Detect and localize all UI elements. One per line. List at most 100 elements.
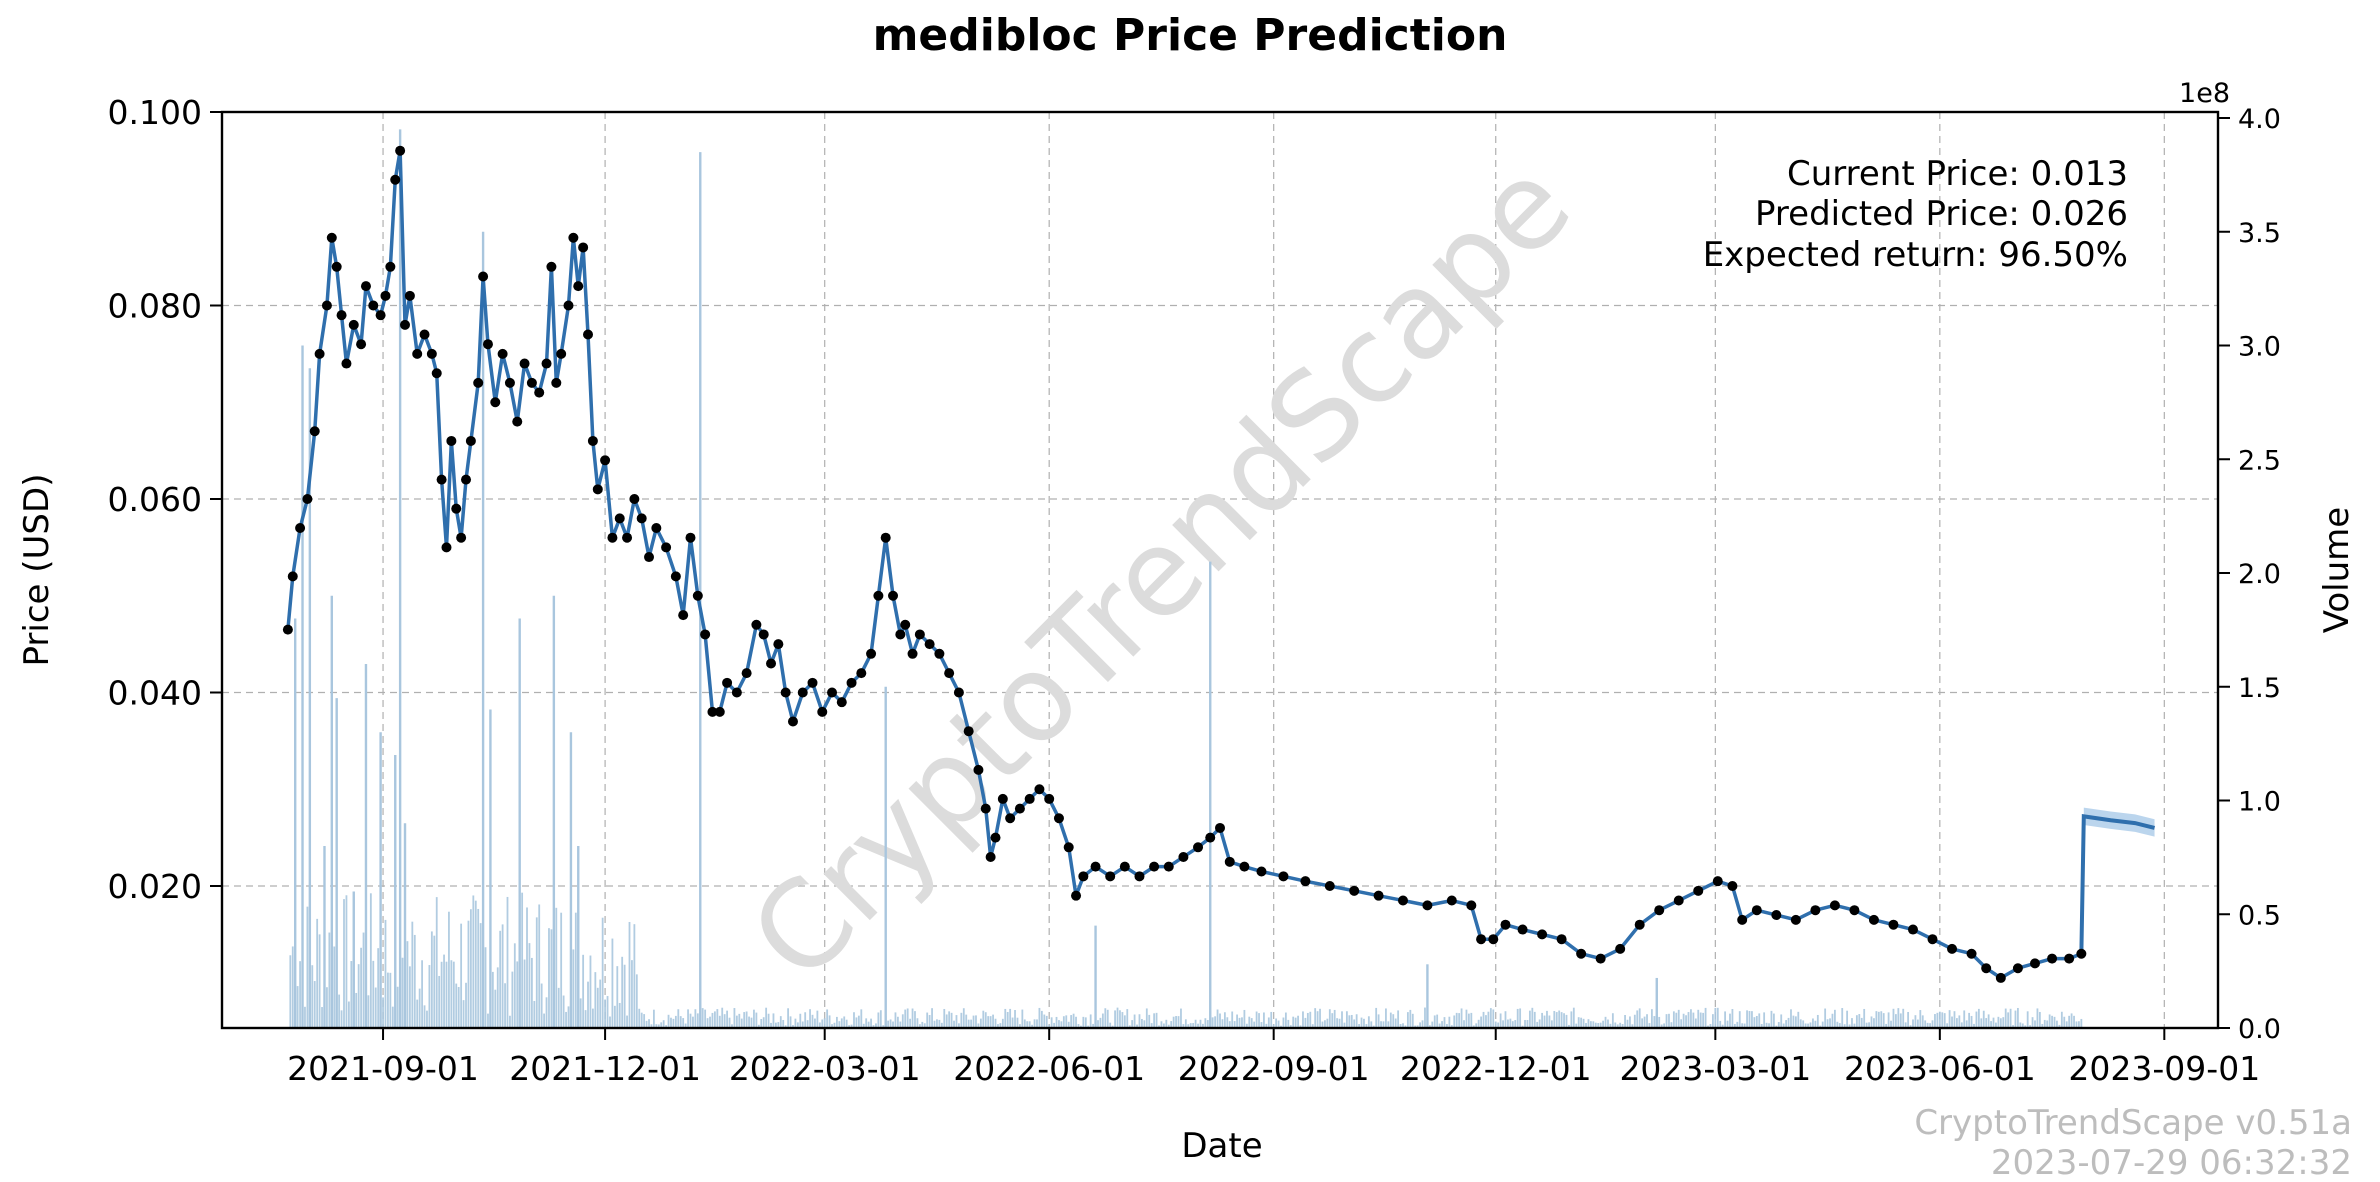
y-tick-label: 0.020 xyxy=(108,867,202,906)
volume-bar xyxy=(408,966,411,1028)
volume-bar xyxy=(879,1010,882,1028)
prediction-line xyxy=(2079,814,2156,954)
y2-tick-label: 0.0 xyxy=(2238,1014,2281,1045)
volume-bar xyxy=(775,1022,777,1028)
volume-bar xyxy=(1924,1020,1927,1028)
volume-bar xyxy=(1611,1013,1614,1028)
volume-bar xyxy=(840,1018,843,1028)
volume-bar xyxy=(1348,1015,1351,1028)
volume-bar xyxy=(689,1013,692,1028)
volume-bar xyxy=(1294,1017,1297,1028)
volume-bar xyxy=(655,1024,658,1028)
volume-bar xyxy=(599,979,602,1028)
volume-bar xyxy=(455,983,458,1028)
volume-bar xyxy=(801,1021,804,1028)
volume-bar xyxy=(1123,1015,1126,1028)
volume-bar xyxy=(970,1019,973,1028)
price-marker xyxy=(973,764,984,775)
price-marker xyxy=(1654,905,1665,916)
volume-spike xyxy=(308,368,312,1028)
x-axis: 2021-09-01 2021-12-01 2022-03-01 2022-06-01… xyxy=(287,1028,2260,1088)
volume-bar xyxy=(1304,1017,1307,1028)
volume-bar xyxy=(933,1020,936,1028)
volume-bar xyxy=(2036,1008,2039,1028)
volume-bar xyxy=(1038,1007,1041,1028)
volume-bar xyxy=(296,986,299,1028)
volume-bar xyxy=(1997,1016,2000,1028)
volume-spike xyxy=(352,891,355,1028)
volume-bar xyxy=(1194,1019,1197,1028)
y2-tick-label: 3.5 xyxy=(2238,218,2281,249)
volume-bar xyxy=(1948,1010,1951,1028)
price-marker xyxy=(446,435,457,446)
x-tick-label: 2023-09-01 xyxy=(2068,1049,2260,1088)
volume-bar xyxy=(1829,1018,1831,1028)
volume-bar xyxy=(1153,1013,1156,1028)
volume-bar xyxy=(311,965,314,1028)
volume-bar xyxy=(1802,1020,1805,1028)
volume-bar xyxy=(623,964,626,1028)
volume-bar xyxy=(1507,1019,1509,1028)
volume-bar xyxy=(1487,1011,1490,1028)
volume-bar xyxy=(765,1007,768,1028)
volume-bar xyxy=(1870,1016,1873,1028)
volume-bar xyxy=(2026,1011,2029,1028)
volume-bar xyxy=(1177,1016,1180,1028)
y-axis-left: 0.100 0.080 0.060 0.040 0.020 xyxy=(108,93,222,906)
volume-bar xyxy=(1792,1015,1795,1028)
volume-bar xyxy=(1770,1010,1773,1028)
volume-bar xyxy=(550,929,553,1028)
volume-bar xyxy=(662,1020,665,1028)
price-marker xyxy=(780,687,791,698)
price-marker xyxy=(1476,934,1487,945)
volume-bar xyxy=(967,1019,970,1028)
price-marker xyxy=(614,513,625,524)
volume-bar xyxy=(1016,1017,1019,1028)
price-marker xyxy=(944,668,955,679)
price-series xyxy=(282,145,2087,983)
volume-bar xyxy=(638,1008,641,1028)
price-marker xyxy=(1771,910,1782,921)
volume-bar xyxy=(1375,1007,1378,1028)
volume-bar xyxy=(1692,1012,1695,1028)
price-marker xyxy=(1446,895,1457,906)
volume-bar xyxy=(992,1014,994,1028)
volume-bar xyxy=(423,1005,426,1028)
x-tick-label: 2021-09-01 xyxy=(287,1049,479,1088)
volume-bar xyxy=(1824,1008,1827,1028)
volume-bar xyxy=(609,1016,611,1028)
volume-bar xyxy=(357,964,360,1028)
volume-bar xyxy=(1465,1009,1468,1028)
volume-bar xyxy=(1397,1010,1400,1028)
volume-bar xyxy=(1787,1017,1790,1028)
volume-bar xyxy=(940,1022,943,1028)
volume-bar xyxy=(1502,1020,1504,1028)
volume-bar xyxy=(606,996,609,1028)
volume-spike xyxy=(1426,964,1429,1028)
volume-bar xyxy=(799,1013,802,1028)
volume-bar xyxy=(1760,1023,1763,1028)
volume-bar xyxy=(872,1025,875,1028)
volume-bar xyxy=(1106,1009,1109,1028)
volume-bar xyxy=(1404,1025,1407,1028)
volume-bar xyxy=(1941,1012,1944,1028)
volume-bar xyxy=(509,1015,511,1028)
volume-bar xyxy=(1265,1023,1268,1028)
volume-bar xyxy=(1873,1018,1875,1028)
price-marker xyxy=(1537,929,1548,940)
volume-bar xyxy=(2078,1021,2080,1028)
price-marker xyxy=(963,726,974,737)
volume-bar xyxy=(472,895,475,1028)
volume-bar xyxy=(1248,1016,1251,1028)
volume-bar xyxy=(821,1019,824,1028)
volume-bar xyxy=(1860,1017,1863,1028)
price-marker xyxy=(587,435,598,446)
volume-bar xyxy=(784,1025,787,1028)
price-marker xyxy=(473,377,484,388)
volume-bar xyxy=(1528,1010,1531,1028)
volume-bar xyxy=(1851,1018,1853,1028)
volume-bar xyxy=(635,974,638,1028)
volume-bar xyxy=(1855,1015,1858,1028)
volume-bar xyxy=(594,972,597,1028)
volume-bar xyxy=(1599,1022,1602,1028)
